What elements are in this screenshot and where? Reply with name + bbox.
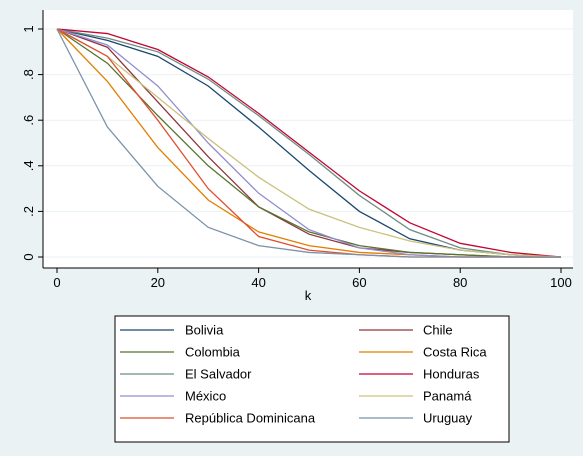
legend-label-10: Uruguay (423, 411, 473, 426)
legend-label-7: México (185, 389, 226, 404)
series-line-8 (56, 28, 562, 258)
legend-label-9: República Dominicana (185, 411, 316, 426)
x-tick-label: 80 (453, 275, 467, 290)
x-tick-label: 20 (151, 275, 165, 290)
plot-area (43, 10, 573, 268)
x-tick-label: 40 (251, 275, 265, 290)
series-lines (56, 28, 562, 258)
legend-box (114, 315, 510, 443)
y-tick-label: 0 (21, 253, 36, 260)
y-tick-label: .2 (21, 206, 36, 217)
legend-label-4: Costa Rica (423, 345, 487, 360)
series-line-6 (56, 28, 562, 258)
series-line-10 (56, 28, 561, 258)
axes: 0 .2 .4 .6 .8 1 0 20 40 60 80 100 (21, 10, 573, 290)
legend-label-6: Honduras (423, 367, 480, 382)
x-tick-label: 60 (352, 275, 366, 290)
legend-label-8: Panamá (423, 389, 472, 404)
legend-label-2: Chile (423, 323, 453, 338)
legend-label-3: Colombia (185, 345, 241, 360)
grid-lines (43, 28, 573, 258)
legend: Bolivia Chile Colombia Costa Rica El Salvado… (120, 323, 487, 426)
x-tick-label: 0 (53, 275, 60, 290)
x-tick-label: 100 (550, 275, 572, 290)
legend-label-5: El Salvador (185, 367, 252, 382)
legend-label-1: Bolivia (185, 323, 224, 338)
y-tick-label: .4 (21, 160, 36, 171)
y-tick-label: .6 (21, 115, 36, 126)
x-axis-label: k (305, 288, 312, 303)
series-line-5 (56, 28, 562, 258)
y-tick-label: .8 (21, 69, 36, 80)
y-tick-label: 1 (21, 25, 36, 32)
